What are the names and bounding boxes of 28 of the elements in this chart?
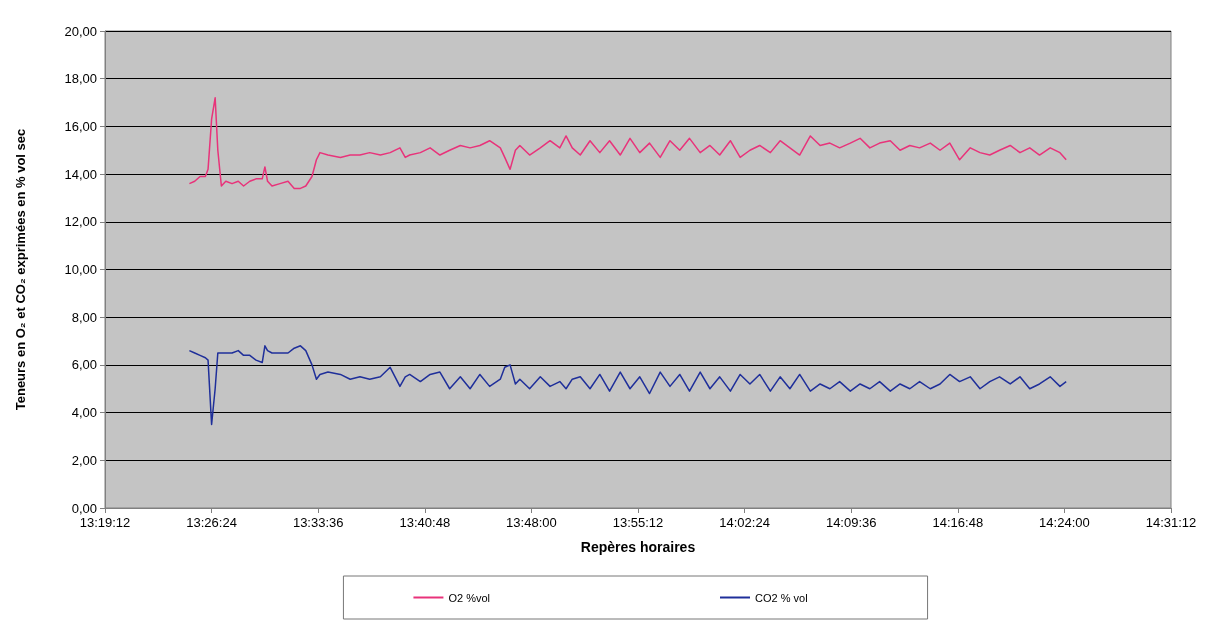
x-tick-label: 13:26:24: [186, 515, 237, 530]
y-axis-title: Teneurs en O₂ et CO₂ exprimées en % vol sec: [13, 128, 28, 411]
line-series: [188, 97, 1067, 190]
x-tick-label: 13:19:12: [79, 515, 131, 530]
y-tick-label: 4,00: [71, 405, 97, 421]
x-tick-label: 13:33:36: [292, 515, 344, 530]
x-tick-label: 14:09:36: [825, 515, 877, 530]
x-axis-title: Repères horaires: [580, 539, 696, 555]
y-tick-label: 12,00: [64, 214, 97, 230]
y-tick-label: 0,00: [71, 500, 97, 516]
x-tick-label: 13:48:00: [506, 515, 557, 530]
legend-label: O2 %vol: [448, 591, 491, 604]
line-series: [188, 345, 1067, 426]
y-tick-label: 2,00: [71, 452, 97, 468]
x-tick-label: 13:55:12: [612, 515, 664, 530]
y-tick-label: 8,00: [71, 309, 97, 325]
y-tick-label: 18,00: [64, 71, 97, 87]
legend-label: CO2 % vol: [755, 591, 808, 604]
y-tick-label: 14,00: [64, 166, 97, 182]
y-tick-label: 10,00: [64, 262, 97, 277]
x-tick-label: 14:31:12: [1145, 515, 1197, 530]
x-tick-label: 14:02:24: [719, 515, 770, 530]
y-tick-label: 6,00: [71, 357, 97, 373]
x-tick-label: 13:40:48: [399, 515, 451, 530]
x-tick-label: 14:24:00: [1039, 515, 1090, 530]
x-tick-label: 14:16:48: [932, 515, 984, 530]
y-tick-label: 16,00: [64, 118, 97, 134]
y-tick-label: 20,00: [64, 23, 97, 39]
